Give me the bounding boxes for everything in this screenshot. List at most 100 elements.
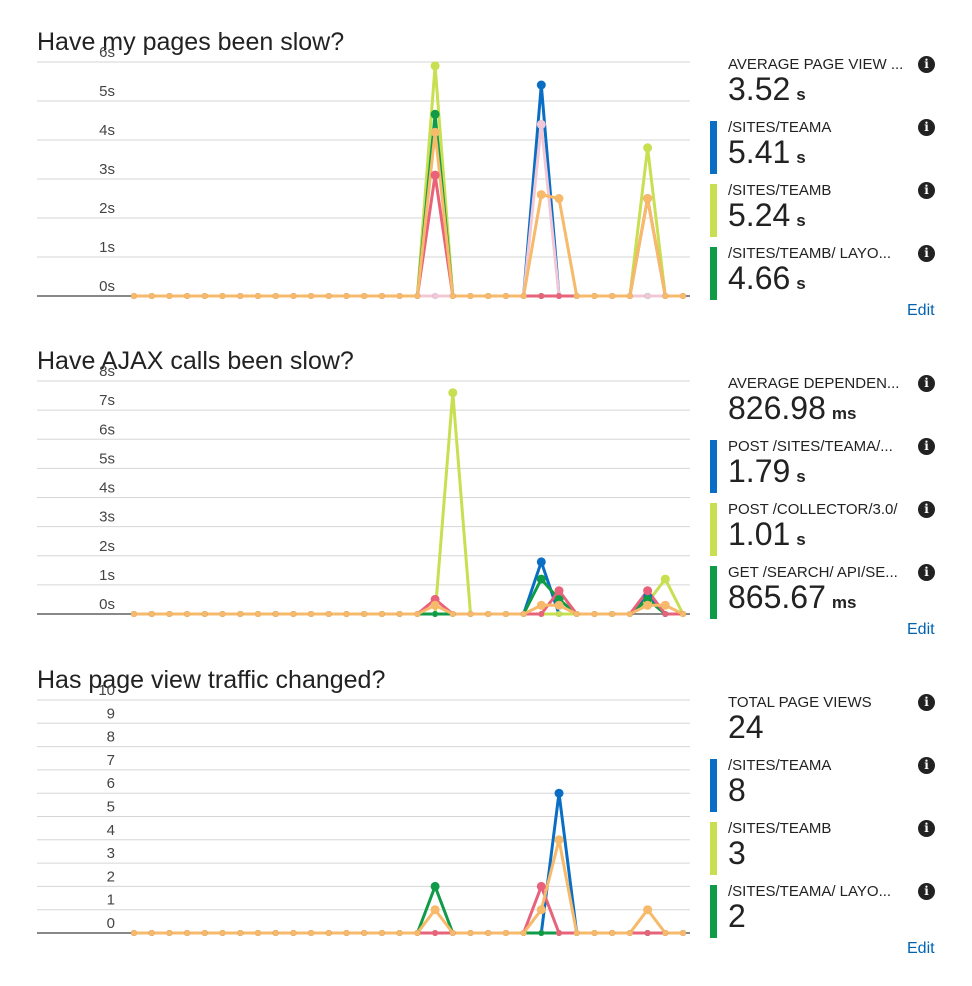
data-point[interactable]	[378, 293, 385, 299]
metric-tile[interactable]: /SITES/TEAMA i 8	[710, 757, 960, 820]
data-point[interactable]	[591, 611, 598, 617]
data-point[interactable]	[290, 930, 297, 936]
data-point[interactable]	[467, 930, 474, 936]
series-line[interactable]	[134, 122, 683, 298]
data-point[interactable]	[414, 611, 421, 617]
data-point[interactable]	[272, 293, 279, 299]
data-point[interactable]	[573, 293, 580, 299]
data-point[interactable]	[536, 905, 546, 915]
data-point[interactable]	[643, 143, 653, 153]
data-point[interactable]	[255, 930, 261, 936]
info-icon[interactable]: i	[918, 757, 935, 774]
data-point[interactable]	[449, 611, 456, 617]
data-point[interactable]	[556, 930, 562, 936]
data-point[interactable]	[538, 930, 545, 936]
data-point[interactable]	[308, 611, 315, 617]
data-point[interactable]	[520, 930, 527, 936]
metric-tile[interactable]: /SITES/TEAMB i 5.24 s	[710, 182, 960, 245]
data-point[interactable]	[485, 611, 492, 617]
data-point[interactable]	[290, 293, 297, 299]
data-point[interactable]	[201, 611, 208, 617]
data-point[interactable]	[556, 611, 562, 617]
data-point[interactable]	[148, 611, 155, 617]
data-point[interactable]	[626, 930, 633, 936]
data-point[interactable]	[660, 574, 670, 584]
series-line[interactable]	[134, 64, 683, 298]
data-point[interactable]	[430, 881, 440, 891]
data-point[interactable]	[131, 611, 137, 617]
data-point[interactable]	[643, 600, 653, 610]
data-point[interactable]	[131, 930, 137, 936]
data-point[interactable]	[325, 293, 332, 299]
data-point[interactable]	[554, 586, 564, 596]
data-point[interactable]	[430, 170, 440, 180]
info-icon[interactable]: i	[918, 182, 935, 199]
data-point[interactable]	[378, 930, 385, 936]
data-point[interactable]	[414, 293, 421, 299]
info-icon[interactable]: i	[918, 56, 935, 73]
data-point[interactable]	[449, 930, 456, 936]
data-point[interactable]	[448, 388, 458, 398]
info-icon[interactable]: i	[918, 883, 935, 900]
data-point[interactable]	[536, 557, 546, 567]
series-line[interactable]	[134, 173, 683, 298]
data-point[interactable]	[343, 930, 350, 936]
series-line[interactable]	[134, 112, 683, 298]
ajax-chart[interactable]: 0s 1s 2s 3s 4s 5s 6s 7s 8s	[0, 347, 972, 667]
data-point[interactable]	[148, 930, 155, 936]
data-point[interactable]	[591, 293, 598, 299]
data-point[interactable]	[430, 905, 440, 915]
data-point[interactable]	[148, 293, 155, 299]
data-point[interactable]	[485, 930, 492, 936]
data-point[interactable]	[255, 293, 261, 299]
data-point[interactable]	[554, 788, 564, 798]
series-line[interactable]	[134, 130, 683, 298]
data-point[interactable]	[520, 611, 527, 617]
data-point[interactable]	[662, 293, 669, 299]
info-icon[interactable]: i	[918, 375, 935, 392]
data-point[interactable]	[184, 611, 191, 617]
data-point[interactable]	[626, 293, 633, 299]
edit-link[interactable]: Edit	[907, 621, 935, 638]
data-point[interactable]	[536, 80, 546, 90]
info-icon[interactable]: i	[918, 438, 935, 455]
data-point[interactable]	[644, 293, 651, 299]
data-point[interactable]	[166, 930, 173, 936]
data-point[interactable]	[662, 930, 669, 936]
edit-link[interactable]: Edit	[907, 302, 935, 319]
data-point[interactable]	[573, 611, 580, 617]
page-load-chart[interactable]: 0s 1s 2s 3s 4s 5s 6s	[0, 28, 972, 348]
data-point[interactable]	[308, 930, 315, 936]
data-point[interactable]	[680, 930, 686, 936]
metric-tile[interactable]: /SITES/TEAMB/ LAYO... i 4.66 s	[710, 245, 960, 308]
series-line[interactable]	[134, 589, 683, 616]
data-point[interactable]	[643, 905, 653, 915]
info-icon[interactable]: i	[918, 820, 935, 837]
data-point[interactable]	[308, 293, 315, 299]
data-point[interactable]	[609, 930, 616, 936]
data-point[interactable]	[591, 930, 598, 936]
data-point[interactable]	[201, 293, 208, 299]
traffic-chart[interactable]: 0 1 2 3 4 5 6 7 8 9 10	[0, 666, 972, 986]
data-point[interactable]	[201, 930, 208, 936]
data-point[interactable]	[255, 611, 261, 617]
data-point[interactable]	[467, 611, 474, 617]
data-point[interactable]	[502, 293, 509, 299]
data-point[interactable]	[660, 600, 670, 610]
data-point[interactable]	[361, 611, 368, 617]
data-point[interactable]	[609, 611, 616, 617]
metric-tile[interactable]: AVERAGE DEPENDEN... i 826.98 ms	[710, 375, 960, 438]
data-point[interactable]	[430, 600, 440, 610]
data-point[interactable]	[538, 611, 545, 617]
data-point[interactable]	[166, 293, 173, 299]
data-point[interactable]	[290, 611, 297, 617]
series-line[interactable]	[134, 560, 683, 616]
metric-tile[interactable]: /SITES/TEAMB i 3	[710, 820, 960, 883]
metric-tile[interactable]: AVERAGE PAGE VIEW ... i 3.52 s	[710, 56, 960, 119]
data-point[interactable]	[430, 127, 440, 137]
data-point[interactable]	[536, 574, 546, 584]
data-point[interactable]	[432, 293, 439, 299]
info-icon[interactable]: i	[918, 564, 935, 581]
data-point[interactable]	[430, 109, 440, 119]
info-icon[interactable]: i	[918, 245, 935, 262]
